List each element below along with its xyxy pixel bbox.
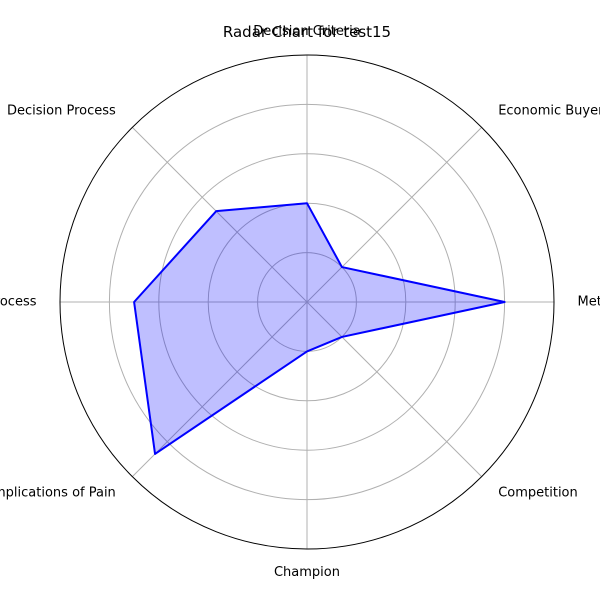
radar-grid xyxy=(59,54,555,550)
chart-title: Radar Chart for test15 xyxy=(223,23,391,41)
radar-data xyxy=(133,202,506,455)
series-line xyxy=(133,202,506,455)
axis-label: Decision Criteria xyxy=(253,24,361,39)
axis-label: Implications of Pain xyxy=(0,486,116,501)
grid-spoke xyxy=(131,301,308,478)
axis-label: Champion xyxy=(274,565,340,580)
grid-spoke xyxy=(131,126,308,303)
grid-spoke xyxy=(306,301,483,478)
axis-label: Decision Process xyxy=(7,103,116,118)
axis-label: Metrics xyxy=(578,295,600,310)
axis-label: Paper Process xyxy=(0,295,37,310)
grid-spoke xyxy=(306,126,483,303)
axis-labels: Metrics Economic Buyer Decision Criteria De… xyxy=(0,24,600,580)
axis-label: Economic Buyer xyxy=(498,103,600,118)
series-area xyxy=(134,203,505,454)
radar-frame xyxy=(59,54,555,550)
axis-label: Competition xyxy=(498,486,578,501)
